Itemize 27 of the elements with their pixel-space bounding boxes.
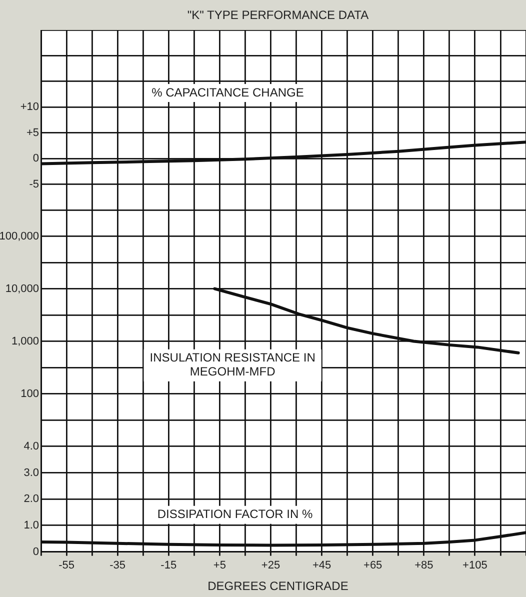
annotation: % CAPACITANCE CHANGE (152, 85, 304, 100)
annotation: DISSIPATION FACTOR IN % (157, 507, 314, 522)
y-tick-label: 100 (20, 388, 39, 400)
x-tick-label: -55 (58, 559, 74, 572)
y-tick-label: +5 (26, 126, 39, 139)
x-tick-label: +25 (261, 559, 280, 572)
y-tick-label: 1,000 (11, 335, 39, 348)
x-tick-label: -15 (160, 559, 177, 572)
annotation: INSULATION RESISTANCE IN MEGOHM-MFD (150, 350, 316, 379)
x-tick-label: +85 (414, 559, 434, 572)
x-tick-label: +65 (364, 559, 382, 572)
x-tick-label: +45 (312, 559, 332, 572)
y-tick-label: 10,000 (5, 282, 39, 295)
chart-title: "K" TYPE PERFORMANCE DATA (186, 7, 370, 24)
x-axis-title: DEGREES CENTIGRADE (206, 578, 350, 595)
y-tick-label: 2.0 (24, 493, 39, 506)
y-tick-label: 4.0 (24, 440, 39, 452)
y-tick-label: 1.0 (24, 519, 39, 532)
y-tick-label: -5 (29, 178, 39, 190)
x-tick-label: +5 (213, 559, 226, 572)
y-tick-label: 100,000 (0, 230, 39, 242)
x-tick-label: -35 (110, 559, 126, 572)
y-tick-label: 3.0 (24, 466, 39, 479)
y-tick-label: +10 (20, 101, 39, 114)
y-tick-label: 0 (32, 546, 39, 558)
y-tick-label: 0 (32, 152, 39, 165)
x-tick-label: +105 (462, 559, 488, 572)
